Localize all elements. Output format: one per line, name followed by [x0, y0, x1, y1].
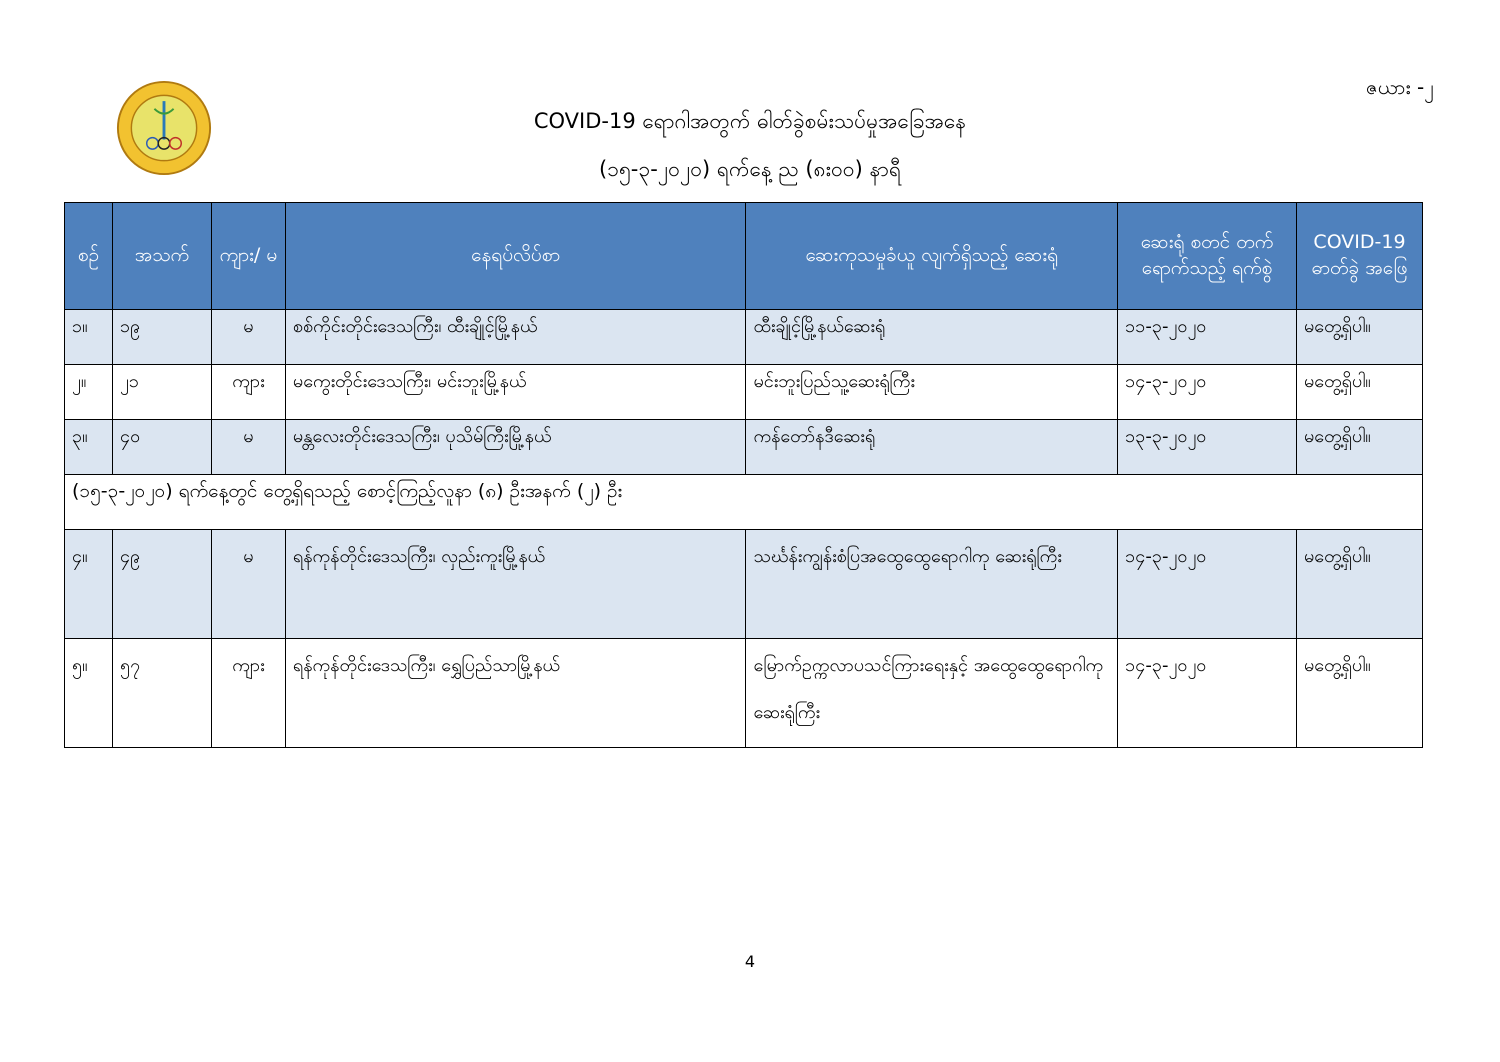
cell-age: ၄၉ — [111, 529, 212, 639]
cell-sex: မ — [210, 529, 286, 639]
cell-no: ၁။ — [64, 309, 113, 365]
cell-hospital: မင်းဘူးပြည်သူ့ဆေးရုံကြီး — [745, 364, 1119, 420]
cell-no: ၄။ — [64, 529, 113, 639]
cell-date: ၁၃-၃-၂၀၂၀ — [1117, 419, 1298, 475]
table-row: ၄။ ၄၉ မ ရန်ကုန်တိုင်းဒေသကြီး၊ လှည်းကူးမြ… — [64, 529, 1423, 639]
cell-address: စစ်ကိုင်းတိုင်းဒေသကြီး၊ ထီးချိုင့်မြို့န… — [284, 309, 747, 365]
cell-age: ၂၁ — [111, 364, 212, 420]
cell-address: ရန်ကုန်တိုင်းဒေသကြီး၊ ရွှေပြည်သာမြို့နယ် — [284, 638, 747, 748]
col-header-hospital: ဆေးကုသမှုခံယူ လျက်ရှိသည့် ဆေးရုံ — [745, 202, 1119, 310]
cell-sex: ကျား — [210, 638, 286, 748]
cell-no: ၂။ — [64, 364, 113, 420]
col-header-sex: ကျား/ မ — [210, 202, 286, 310]
col-header-age: အသက် — [111, 202, 212, 310]
col-header-address: နေရပ်လိပ်စာ — [284, 202, 747, 310]
cell-date: ၁၄-၃-၂၀၂၀ — [1117, 529, 1298, 639]
cell-result: မတွေ့ရှိပါ။ — [1296, 529, 1423, 639]
cell-address: မန္တလေးတိုင်းဒေသကြီး၊ ပုသိမ်ကြီးမြို့နယ် — [284, 419, 747, 475]
cell-result: မတွေ့ရှိပါ။ — [1296, 309, 1423, 365]
col-header-admission-date: ဆေးရုံ စတင် တက်ရောက်သည့် ရက်စွဲ — [1117, 202, 1298, 310]
cell-result: မတွေ့ရှိပါ။ — [1296, 364, 1423, 420]
page-subtitle: (၁၅-၃-၂၀၂၀) ရက်နေ့ ည (၈း၀၀) နာရီ — [598, 157, 902, 181]
table-tag: ဇယား -၂ — [1365, 75, 1434, 99]
cell-address: မကွေးတိုင်းဒေသကြီး၊ မင်းဘူးမြို့နယ် — [284, 364, 747, 420]
table-row: ၂။ ၂၁ ကျား မကွေးတိုင်းဒေသကြီး၊ မင်းဘူးမြ… — [64, 364, 1423, 420]
cell-address: ရန်ကုန်တိုင်းဒေသကြီး၊ လှည်းကူးမြို့နယ် — [284, 529, 747, 639]
cell-date: ၁၁-၃-၂၀၂၀ — [1117, 309, 1298, 365]
page-number: 4 — [744, 952, 756, 971]
cell-sex: မ — [210, 309, 286, 365]
table-row: ၃။ ၄၀ မ မန္တလေးတိုင်းဒေသကြီး၊ ပုသိမ်ကြီး… — [64, 419, 1423, 475]
ministry-logo — [116, 80, 212, 176]
col-header-result: COVID-19 ဓာတ်ခွဲ အဖြေ — [1296, 202, 1423, 310]
cell-hospital: မြောက်ဥက္ကလာပသင်ကြားရေးနှင့် အထွေထွေရောဂ… — [745, 638, 1119, 748]
cell-result: မတွေ့ရှိပါ။ — [1296, 638, 1423, 748]
table-row: ၅။ ၅၇ ကျား ရန်ကုန်တိုင်းဒေသကြီး၊ ရွှေပြည… — [64, 638, 1423, 748]
section-label: (၁၅-၃-၂၀၂၀) ရက်နေ့တွင် တွေ့ရှိရသည့် စောင… — [64, 474, 1423, 530]
cell-age: ၄၀ — [111, 419, 212, 475]
page-title: COVID-19 ရောဂါအတွက် ဓါတ်ခွဲစမ်းသပ်မှုအခြ… — [533, 109, 967, 133]
cell-result: မတွေ့ရှိပါ။ — [1296, 419, 1423, 475]
cell-hospital: သင်္ဃန်းကျွန်းစံပြအထွေထွေရောဂါကု ဆေးရုံက… — [745, 529, 1119, 639]
test-results-table: စဉ် အသက် ကျား/ မ နေရပ်လိပ်စာ ဆေးကုသမှုခံ… — [64, 202, 1423, 748]
cell-no: ၅။ — [64, 638, 113, 748]
cell-hospital: ကန်တော်နဒီဆေးရုံ — [745, 419, 1119, 475]
section-row: (၁၅-၃-၂၀၂၀) ရက်နေ့တွင် တွေ့ရှိရသည့် စောင… — [64, 474, 1423, 530]
cell-date: ၁၄-၃-၂၀၂၀ — [1117, 364, 1298, 420]
cell-date: ၁၄-၃-၂၀၂၀ — [1117, 638, 1298, 748]
cell-no: ၃။ — [64, 419, 113, 475]
cell-hospital: ထီးချိုင့်မြို့နယ်ဆေးရုံ — [745, 309, 1119, 365]
table-header-row: စဉ် အသက် ကျား/ မ နေရပ်လိပ်စာ ဆေးကုသမှုခံ… — [64, 202, 1423, 310]
cell-sex: မ — [210, 419, 286, 475]
cell-age: ၅၇ — [111, 638, 212, 748]
cell-sex: ကျား — [210, 364, 286, 420]
cell-age: ၁၉ — [111, 309, 212, 365]
table-row: ၁။ ၁၉ မ စစ်ကိုင်းတိုင်းဒေသကြီး၊ ထီးချိုင… — [64, 309, 1423, 365]
col-header-no: စဉ် — [64, 202, 113, 310]
